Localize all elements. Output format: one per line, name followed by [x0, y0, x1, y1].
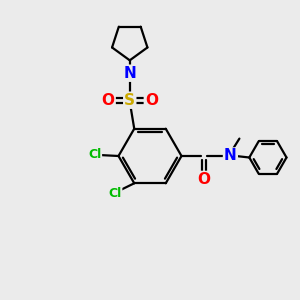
Text: O: O — [102, 93, 115, 108]
Text: N: N — [224, 148, 237, 164]
Text: O: O — [197, 172, 211, 187]
Text: S: S — [124, 93, 135, 108]
Text: O: O — [145, 93, 158, 108]
Text: N: N — [123, 66, 136, 81]
Text: Cl: Cl — [88, 148, 101, 161]
Text: Cl: Cl — [108, 187, 122, 200]
